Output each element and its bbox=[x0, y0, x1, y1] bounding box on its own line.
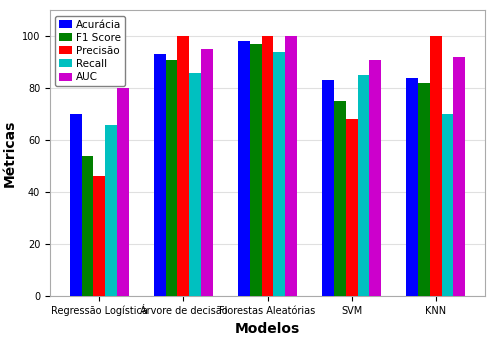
Bar bbox=[454, 57, 465, 296]
Y-axis label: Métricas: Métricas bbox=[2, 119, 16, 187]
Bar bbox=[334, 101, 345, 296]
Bar bbox=[274, 52, 285, 296]
X-axis label: Modelos: Modelos bbox=[235, 322, 300, 336]
Bar bbox=[178, 36, 190, 296]
Bar bbox=[442, 114, 454, 296]
Bar bbox=[105, 125, 117, 296]
Bar bbox=[190, 73, 201, 296]
Bar bbox=[238, 42, 250, 296]
Bar bbox=[70, 114, 82, 296]
Legend: Acurácia, F1 Score, Precisão, Recall, AUC: Acurácia, F1 Score, Precisão, Recall, AU… bbox=[55, 15, 126, 86]
Bar bbox=[358, 75, 370, 296]
Bar bbox=[154, 54, 166, 296]
Bar bbox=[430, 36, 442, 296]
Bar bbox=[262, 36, 274, 296]
Bar bbox=[117, 88, 128, 296]
Bar bbox=[406, 78, 418, 296]
Bar bbox=[94, 176, 105, 296]
Bar bbox=[370, 60, 381, 296]
Bar bbox=[250, 44, 262, 296]
Bar bbox=[166, 60, 177, 296]
Bar bbox=[418, 83, 430, 296]
Bar bbox=[82, 156, 94, 296]
Bar bbox=[322, 80, 334, 296]
Bar bbox=[346, 119, 358, 296]
Bar bbox=[285, 36, 297, 296]
Bar bbox=[201, 49, 213, 296]
